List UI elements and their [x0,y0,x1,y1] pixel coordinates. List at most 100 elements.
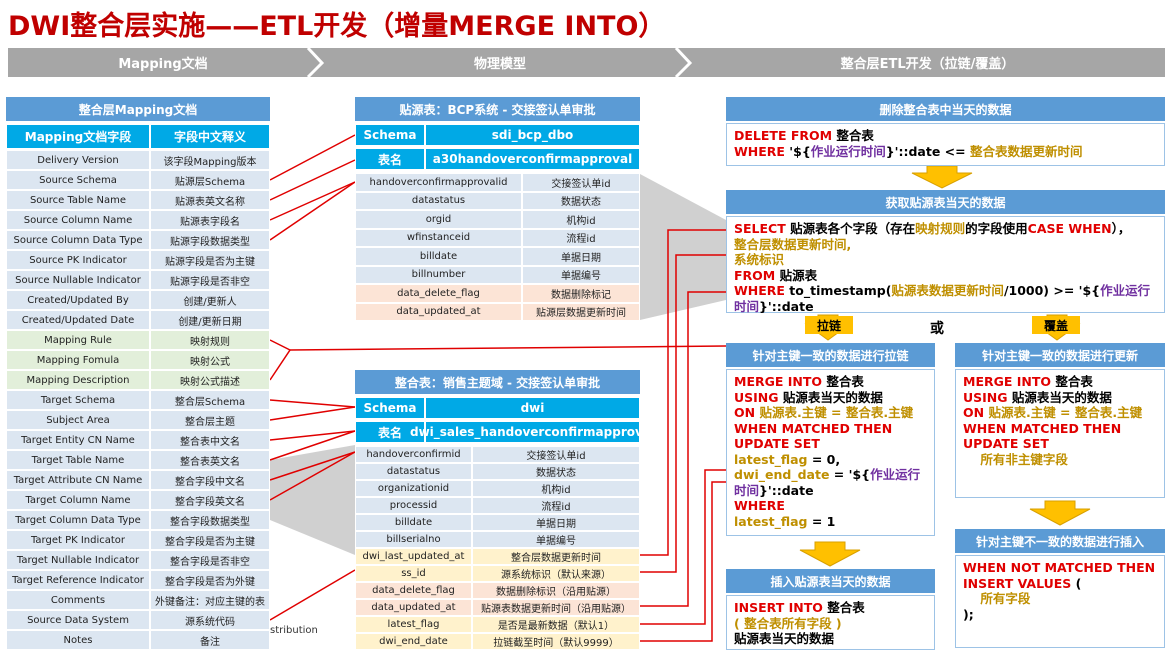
code-segment: ON [734,405,756,420]
table-cell: 源系统代码 [150,610,270,630]
table-header: dwi [425,397,640,419]
table-cell: 流程id [522,228,640,247]
code-segment: 贴源表.主键 = 整合表.主键 [755,405,914,420]
table-cell: Delivery Version [6,150,150,170]
code-line: WHERE '${作业运行时间}'::date <= 整合表数据更新时间 [734,144,1157,160]
step-label: 整合层ETL开发（拉链/覆盖） [840,57,1015,72]
table-cell: 整合字段是否非空 [150,550,270,570]
code-segment: latest_flag [734,513,808,529]
code-segment: 映射规则 [915,221,966,236]
table-cell: 整合表英文名 [150,450,270,470]
code-segment: 贴源表当天的数据 [1007,389,1112,405]
table-cell: 创建/更新人 [150,290,270,310]
code-block: DELETE FROM 整合表 WHERE '${作业运行时间}'::date <… [726,123,1165,166]
code-segment: 整合层数据更新时间, [734,236,852,252]
code-segment: MERGE INTO [734,374,823,389]
step-label: Mapping文档 [118,57,208,72]
code-segment: 贴源表 [775,267,818,283]
step-arrow [308,48,690,77]
code-line: WHERE to_timestamp(贴源表数据更新时间/1000) >= '$… [734,283,1157,314]
code-line: dwi_end_date = '${作业运行时间}'::date [734,467,927,498]
code-segment: 贴源表数据更新时间 [891,283,1004,298]
block-title: 针对主键一致的数据进行更新 [955,343,1165,367]
table-header: sdi_bcp_dbo [425,124,640,146]
table-cell: 整合层Schema [150,390,270,410]
code-segment: 整合表 [832,128,874,143]
code-segment: /1000) >= '${ [1003,283,1101,298]
table-cell: 创建/更新日期 [150,310,270,330]
code-segment: USING [963,389,1008,405]
table-cell: Source Data System [6,610,150,630]
table-cell: 整合字段是否为外键 [150,570,270,590]
code-block: WHEN NOT MATCHED THEN INSERT VALUES ( 所有字… [955,555,1165,648]
table-cell: Created/Updated Date [6,310,150,330]
code-segment: ( [1071,575,1082,591]
code-line: latest_flag = 0, [734,452,927,468]
table-header: 表名 [355,148,425,170]
step-arrow [676,48,1165,77]
table-cell: 拉链截至时间（默认9999） [472,633,640,650]
table-cell: 交接签认单id [472,446,640,463]
code-segment: 所有非主键字段 [963,451,1068,467]
code-segment: 作业运行时间 [734,467,921,498]
code-segment: ); [963,606,974,622]
code-segment: 的字段使用 [965,221,1028,236]
table-cell: 单据编号 [522,265,640,284]
table-cell: 贴源表字段名 [150,210,270,230]
code-segment: = 1 [807,513,836,529]
table-cell: billserialno [355,531,472,548]
code-line: ( 整合表所有字段 ) [734,616,927,632]
code-line: SELECT 贴源表各个字段（存在映射规则的字段使用CASE WHEN）， [734,221,1157,237]
code-segment: 贴源表各个字段（存在 [785,221,916,236]
code-line: 贴源表当天的数据 [734,631,927,647]
table-cell: Comments [6,590,150,610]
code-line: USING 贴源表当天的数据 [963,390,1157,406]
table-cell: 数据删除标识（沿用贴源） [472,582,640,599]
shade [640,174,726,320]
table-cell: 整合字段数据类型 [150,510,270,530]
block-title: 获取贴源表当天的数据 [726,190,1165,214]
table-cell: data_updated_at [355,302,522,321]
table-header: Schema [355,124,425,146]
code-segment: 作业运行时间 [734,283,1151,314]
code-segment: INSERT INTO [734,600,823,615]
code-line: INSERT INTO 整合表 [734,600,927,616]
table-cell: dwi_end_date [355,633,472,650]
code-segment: WHERE [734,143,785,159]
table-cell: latest_flag [355,616,472,633]
table-cell: Target Nullable Indicator [6,550,150,570]
table-cell: 映射公式描述 [150,370,270,390]
table-cell: 备注 [150,630,270,650]
table-cell: Source Column Data Type [6,230,150,250]
table-cell: 流程id [472,497,640,514]
table-cell: 贴源字段数据类型 [150,230,270,250]
step-sep [306,46,325,79]
table-header: 表名 [355,421,425,443]
code-segment: CASE WHEN [1027,221,1112,236]
code-segment: WHEN MATCHED THEN [734,420,893,436]
code-segment: }'::date <= [885,143,970,159]
table-header: 字段中文释义 [150,124,270,149]
code-segment: 整合表数据更新时间 [969,143,1083,159]
table-cell: 数据状态 [472,463,640,480]
code-segment: 整合表 [822,600,865,615]
code-line: WHEN NOT MATCHED THEN [963,560,1157,576]
table-cell: data_updated_at [355,599,472,616]
table-cell: Subject Area [6,410,150,430]
code-segment: ( 整合表所有字段 ) [734,615,842,631]
code-segment: USING [734,389,779,405]
table-cell: 映射规则 [150,330,270,350]
table-header: Schema [355,397,425,419]
page-title: DWI整合层实施——ETL开发（增量MERGE INTO） [8,11,666,42]
table-cell: data_delete_flag [355,582,472,599]
table-cell: organizationid [355,480,472,497]
code-segment: 整合表 [1051,374,1093,389]
step-label: 物理模型 [473,57,526,72]
code-segment: 系统标识 [734,252,785,267]
table-cell: dwi_last_updated_at [355,548,472,565]
table-cell: 整合层数据更新时间 [472,548,640,565]
code-segment: INSERT VALUES [963,575,1072,591]
table-cell: 贴源层数据更新时间 [522,302,640,321]
code-segment: UPDATE SET [734,436,820,451]
